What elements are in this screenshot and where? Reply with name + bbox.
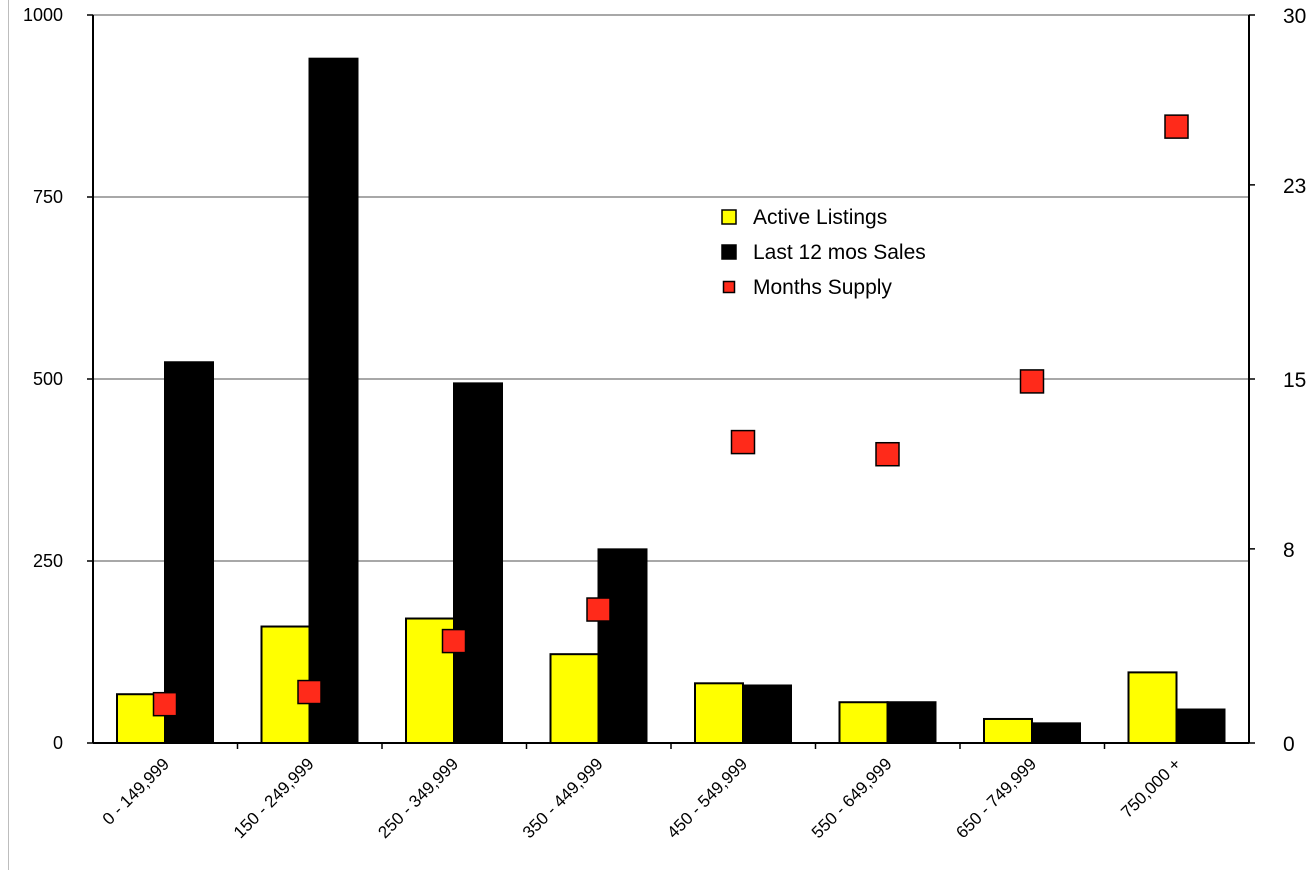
bar-last-12-mos-sales	[164, 361, 214, 744]
y-right-tick-label: 0	[1283, 733, 1295, 756]
bar-last-12-mos-sales	[597, 548, 648, 744]
x-tick-label: 0 - 149,999	[99, 754, 173, 828]
marker-months-supply	[297, 679, 322, 705]
y-left-tick-label: 250	[33, 551, 63, 571]
x-tick-label: 150 - 249,999	[230, 754, 318, 842]
legend-last-12-mos-sales-swatch	[721, 244, 737, 260]
y-left-tick-label: 750	[33, 187, 63, 207]
bar-active-listings	[838, 701, 889, 744]
y-right-tick-label: 23	[1283, 175, 1306, 198]
legend-active-listings-swatch	[721, 209, 737, 225]
bar-last-12-mos-sales	[1175, 708, 1226, 745]
legend-months-supply-swatch	[722, 280, 736, 294]
x-tick-label: 650 - 749,999	[952, 754, 1040, 842]
bar-last-12-mos-sales	[308, 57, 359, 745]
x-tick-label: 450 - 549,999	[663, 754, 751, 842]
marker-months-supply	[875, 441, 900, 467]
marker-months-supply	[1164, 114, 1189, 139]
bar-last-12-mos-sales	[742, 684, 792, 744]
legend-active-listings-label: Active Listings	[753, 206, 887, 229]
marker-months-supply	[730, 429, 756, 455]
x-tick-label: 350 - 449,999	[519, 754, 607, 842]
legend-last-12-mos-sales-label: Last 12 mos Sales	[753, 241, 926, 264]
bar-last-12-mos-sales	[886, 701, 937, 744]
y-left-tick-label: 0	[53, 733, 63, 753]
y-right-tick-label: 30	[1283, 5, 1306, 28]
y-left-tick-label: 1000	[23, 5, 63, 25]
marker-months-supply	[152, 691, 178, 717]
bar-last-12-mos-sales	[1031, 722, 1081, 744]
x-tick-label: 250 - 349,999	[374, 754, 462, 842]
marker-months-supply	[441, 628, 467, 654]
bar-active-listings	[1127, 671, 1178, 744]
marker-months-supply	[586, 597, 611, 622]
x-tick-label: 550 - 649,999	[808, 754, 896, 842]
y-right-tick-label: 15	[1283, 369, 1306, 392]
bar-active-listings	[549, 653, 600, 745]
bar-active-listings	[694, 682, 744, 745]
bar-last-12-mos-sales	[453, 382, 503, 744]
legend-months-supply-label: Months Supply	[753, 276, 892, 299]
y-left-tick-label: 500	[33, 369, 63, 389]
left-frame-line	[8, 0, 9, 870]
y-right-tick-label: 8	[1283, 539, 1295, 562]
bar-active-listings	[983, 717, 1033, 745]
marker-months-supply	[1019, 369, 1045, 394]
x-tick-label: 750,000 +	[1117, 754, 1184, 821]
